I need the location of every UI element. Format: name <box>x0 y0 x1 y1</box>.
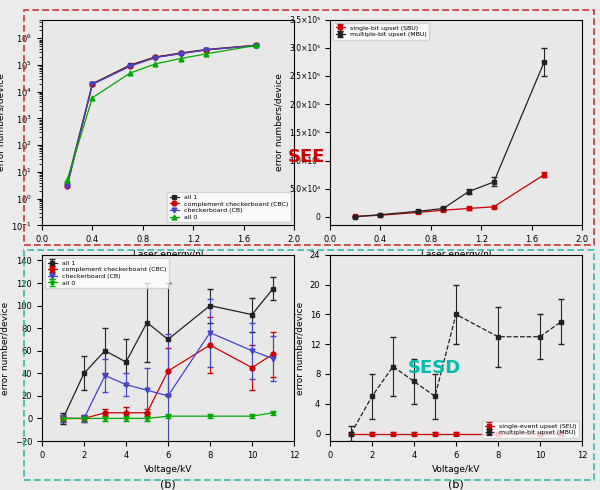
checkerboard (CB) <box>177 51 184 57</box>
Text: SEE: SEE <box>288 148 325 166</box>
all 0 <box>64 177 71 183</box>
all 1 <box>177 50 184 56</box>
Text: (b): (b) <box>448 480 464 490</box>
Text: (a): (a) <box>160 263 176 272</box>
all 1 <box>89 81 96 87</box>
checkerboard (CB) <box>202 47 209 53</box>
Text: (b): (b) <box>160 480 176 490</box>
complement checkerboard (CBC) <box>127 63 134 69</box>
Legend: all 1, complement checkerboard (CBC), checkerboard (CB), all 0: all 1, complement checkerboard (CBC), ch… <box>45 258 169 288</box>
all 1 <box>127 62 134 68</box>
complement checkerboard (CBC) <box>89 81 96 87</box>
complement checkerboard (CBC) <box>152 54 159 60</box>
all 0 <box>177 55 184 61</box>
Y-axis label: error numbers/device: error numbers/device <box>274 74 283 172</box>
X-axis label: Laser energy/nJ: Laser energy/nJ <box>421 250 491 259</box>
Line: checkerboard (CB): checkerboard (CB) <box>65 43 259 188</box>
all 0 <box>202 51 209 57</box>
all 0 <box>127 70 134 76</box>
checkerboard (CB) <box>89 81 96 87</box>
all 0 <box>152 61 159 67</box>
Y-axis label: error numbers/device: error numbers/device <box>0 74 6 172</box>
complement checkerboard (CBC) <box>202 47 209 53</box>
checkerboard (CB) <box>64 183 71 189</box>
Y-axis label: error number/device: error number/device <box>0 301 9 394</box>
Text: (a): (a) <box>448 263 464 272</box>
Text: SESD: SESD <box>408 359 461 376</box>
Line: complement checkerboard (CBC): complement checkerboard (CBC) <box>65 43 259 188</box>
complement checkerboard (CBC) <box>253 43 260 49</box>
X-axis label: Voltage/kV: Voltage/kV <box>144 466 192 474</box>
checkerboard (CB) <box>253 43 260 49</box>
checkerboard (CB) <box>127 63 134 69</box>
all 0 <box>89 95 96 100</box>
complement checkerboard (CBC) <box>177 50 184 56</box>
all 0 <box>253 43 260 49</box>
Legend: single-bit upset (SBU), multiple-bit upset (MBU): single-bit upset (SBU), multiple-bit ups… <box>333 23 429 40</box>
complement checkerboard (CBC) <box>64 183 71 189</box>
all 1 <box>202 47 209 52</box>
all 1 <box>64 180 71 186</box>
checkerboard (CB) <box>152 54 159 60</box>
Legend: single-event upset (SEU), multiple-bit upset (MBU): single-event upset (SEU), multiple-bit u… <box>482 421 579 438</box>
all 1 <box>152 54 159 60</box>
Y-axis label: error number/device: error number/device <box>295 301 304 394</box>
Line: all 0: all 0 <box>65 43 259 182</box>
Legend: all 1, complement checkerboard (CBC), checkerboard (CB), all 0: all 1, complement checkerboard (CBC), ch… <box>167 192 291 222</box>
X-axis label: Voltage/kV: Voltage/kV <box>432 466 480 474</box>
X-axis label: Laser energy/nJ: Laser energy/nJ <box>133 250 203 259</box>
all 1 <box>253 42 260 48</box>
Line: all 1: all 1 <box>65 43 259 185</box>
